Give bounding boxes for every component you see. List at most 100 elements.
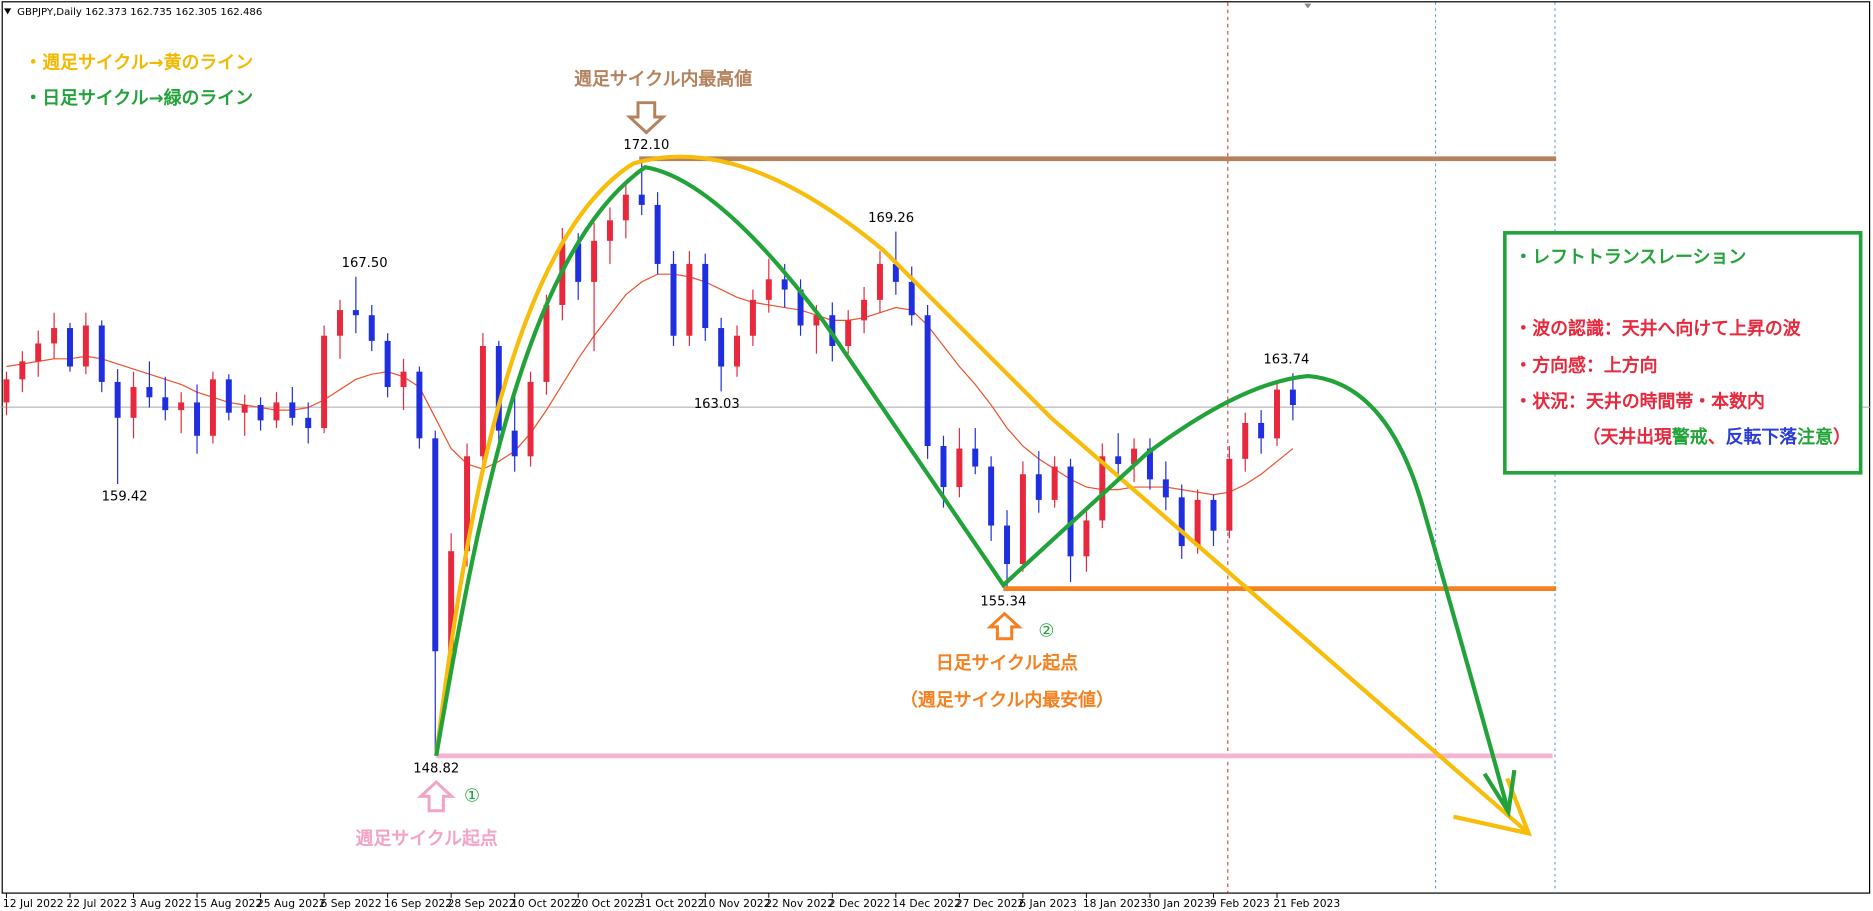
x-tick-label: 15 Aug 2022 — [193, 897, 262, 910]
candle-body — [575, 243, 582, 282]
candle-body — [988, 466, 995, 526]
info-segment: 注意 — [1797, 426, 1833, 448]
price-label: 163.74 — [1263, 353, 1309, 368]
candle-body — [591, 240, 598, 282]
candle-body — [1099, 456, 1106, 521]
candle-body — [845, 320, 852, 347]
candle-body — [98, 325, 105, 382]
candle-body — [876, 263, 883, 300]
candle-body — [3, 379, 10, 403]
x-tick-label: 16 Sep 2022 — [384, 897, 452, 910]
info-segment: ） — [1833, 427, 1851, 448]
candle-body — [225, 379, 232, 413]
candle-body — [305, 417, 312, 429]
candle-body — [1146, 448, 1153, 480]
candle-body — [797, 289, 804, 326]
x-tick-label: 10 Oct 2022 — [511, 897, 577, 910]
candle-body — [781, 279, 788, 290]
candle-body — [1019, 474, 1026, 565]
candle-body — [209, 379, 216, 436]
price-label: 155.34 — [980, 594, 1026, 609]
candle-body — [654, 204, 661, 264]
annotation: ① — [464, 785, 480, 806]
candle-body — [1194, 499, 1201, 547]
candle-body — [702, 263, 709, 329]
plot-frame — [1, 1, 1871, 894]
x-tick-label: 6 Jan 2023 — [1019, 897, 1077, 910]
candle-body — [686, 263, 693, 336]
candle-body — [638, 194, 645, 205]
weekly-start-arrow — [416, 780, 456, 813]
candle-body — [162, 397, 169, 411]
candle-body — [606, 220, 613, 241]
info-line: （天井出現警戒、反転下落注意） — [1582, 426, 1850, 448]
candle-body — [1242, 422, 1249, 459]
candle-body — [1289, 389, 1296, 405]
candle-body — [67, 328, 73, 367]
candle-body — [321, 335, 328, 429]
x-tick-label: 12 Jul 2022 — [3, 897, 64, 910]
candle-body — [1115, 456, 1122, 464]
candle-body — [622, 194, 629, 221]
annotation: 週足サイクル起点 — [356, 827, 498, 849]
info-segment: （天井出現 — [1582, 426, 1672, 448]
candle-body — [495, 346, 502, 431]
candle-body — [352, 310, 359, 316]
x-tick-label: 25 Aug 2022 — [257, 897, 326, 910]
candle-body — [432, 438, 439, 652]
candle-body — [1226, 458, 1233, 531]
info-segment: ・波の認識：天井へ向けて上昇の波 — [1514, 318, 1800, 340]
candle-body — [734, 335, 741, 367]
annotation: 日足サイクル起点 — [936, 652, 1078, 674]
menu-icon[interactable] — [4, 8, 12, 15]
info-line: ・レフトトランスレーション — [1514, 247, 1746, 268]
candle-body — [384, 340, 391, 388]
x-tick-label: 31 Oct 2022 — [638, 897, 704, 910]
x-tick-label: 2 Dec 2022 — [829, 897, 891, 910]
x-tick-label: 10 Nov 2022 — [702, 897, 771, 910]
candle-body — [861, 299, 868, 321]
x-tick-label: 18 Jan 2023 — [1083, 897, 1147, 910]
info-segment: ・方向感：上方向 — [1514, 355, 1657, 377]
x-tick-label: 22 Nov 2022 — [765, 897, 834, 910]
price-label: 169.26 — [868, 211, 914, 226]
info-segment: 、 — [1708, 427, 1726, 448]
candle-body — [35, 343, 42, 362]
price-label: 172.10 — [623, 138, 669, 153]
moving-average — [6, 273, 1294, 496]
candle-body — [892, 263, 899, 282]
candle-body — [130, 387, 137, 418]
candle-body — [1083, 520, 1090, 557]
x-tick-label: 3 Aug 2022 — [130, 897, 192, 910]
x-tick-label: 22 Jul 2022 — [66, 897, 127, 910]
candle-body — [479, 346, 486, 457]
candle-body — [241, 404, 248, 413]
annotation: ② — [1038, 621, 1054, 642]
candle-body — [194, 402, 201, 436]
high-arrow — [625, 101, 667, 135]
candle-body — [1131, 448, 1138, 464]
weekly-cycle-curve — [434, 154, 1531, 835]
annotation: 週足サイクル内最高値 — [574, 68, 752, 90]
candle-body — [1210, 499, 1217, 531]
candle-body — [511, 430, 518, 457]
candle-body — [178, 402, 185, 411]
candle-body — [718, 328, 725, 367]
candle-body — [336, 310, 343, 336]
candle-body — [924, 315, 931, 447]
x-tick-label: 14 Dec 2022 — [892, 897, 961, 910]
candle-body — [114, 381, 121, 418]
x-tick-label: 6 Sep 2022 — [321, 897, 382, 910]
info-line: ・方向感：上方向 — [1514, 355, 1657, 377]
x-tick-label: 20 Oct 2022 — [575, 897, 641, 910]
arrow-head — [1482, 769, 1517, 818]
candle-body — [416, 371, 423, 439]
candle-body — [670, 263, 677, 336]
info-box-text: ・レフトトランスレーション・波の認識：天井へ向けて上昇の波・方向感：上方向・状況… — [1514, 247, 1851, 448]
info-line: ・波の認識：天井へ向けて上昇の波 — [1514, 318, 1800, 340]
info-segment: ・レフトトランスレーション — [1514, 247, 1746, 268]
price-label: 167.50 — [342, 256, 388, 271]
price-label: 148.82 — [413, 762, 459, 777]
